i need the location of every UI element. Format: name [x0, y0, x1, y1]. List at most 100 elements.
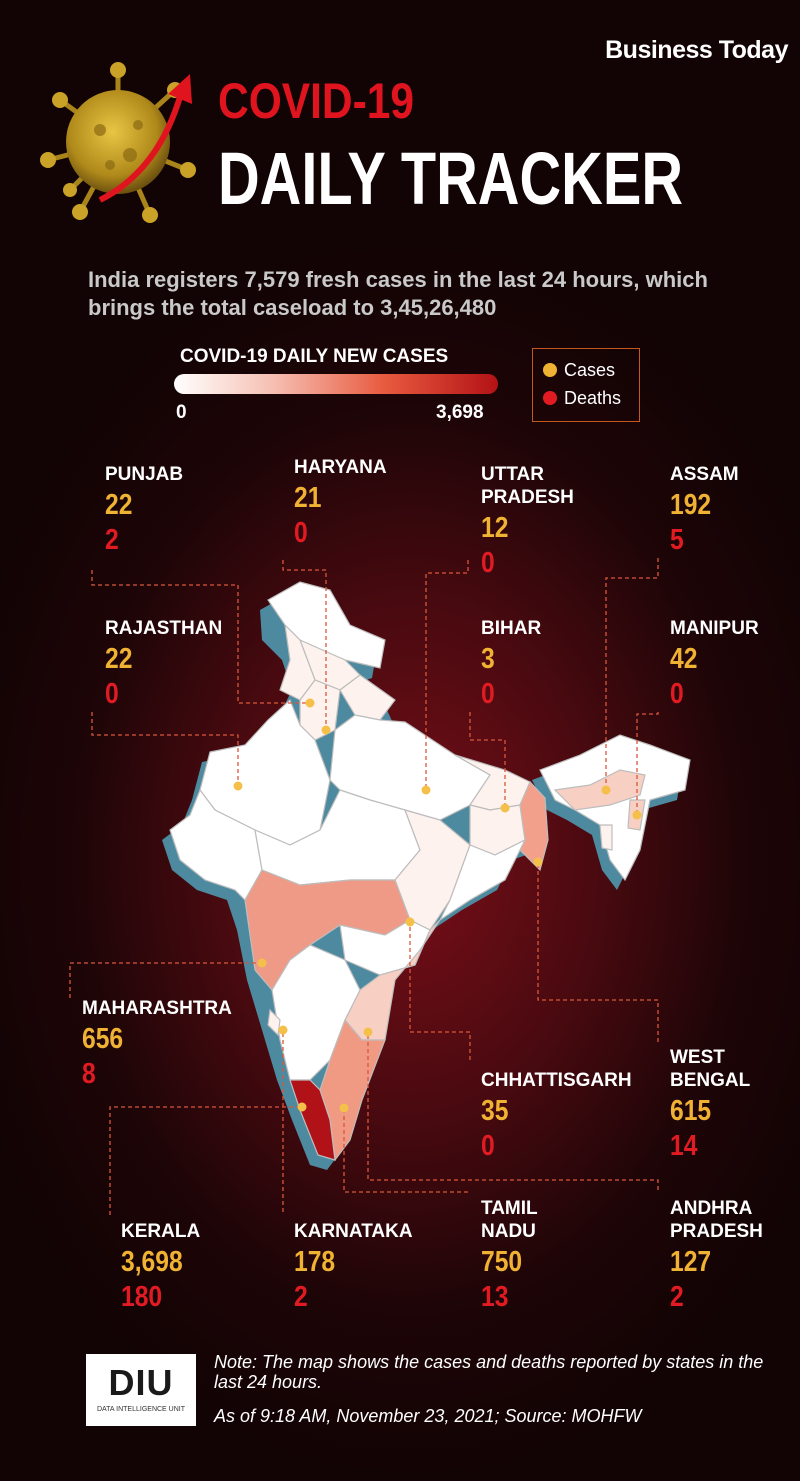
state-rajasthan-label: RAJASTHAN 22 0 [105, 617, 222, 711]
leader-andhra [367, 1032, 659, 1190]
state-name: KERALA [121, 1221, 201, 1242]
leader-manipur [636, 712, 659, 815]
state-cases: 42 [670, 643, 698, 675]
state-name: HARYANA [294, 457, 387, 478]
state-name: TAMIL NADU [481, 1198, 538, 1242]
cases-dot-icon [543, 363, 557, 377]
state-chhattisgarh-label: CHHATTISGARH 35 0 [481, 1069, 632, 1163]
state-name: MAHARASHTRA [82, 998, 232, 1019]
marker-maharashtra [257, 958, 267, 968]
footnote: Note: The map shows the cases and deaths… [214, 1352, 764, 1392]
marker-bihar [500, 803, 510, 813]
leader-chhattisgarh [409, 922, 471, 1060]
state-deaths: 0 [481, 678, 495, 710]
state-name: RAJASTHAN [105, 618, 223, 639]
marker-punjab [305, 698, 315, 708]
state-assam-label: ASSAM 192 5 [670, 463, 739, 557]
state-andhra-label: ANDHRA PRADESH 127 2 [670, 1197, 780, 1314]
state-uttarakhand [339, 674, 396, 721]
state-tripura [599, 824, 613, 851]
state-name: BIHAR [481, 618, 542, 639]
state-cases: 12 [481, 512, 509, 544]
state-deaths: 14 [670, 1130, 698, 1162]
scale-min-label: 0 [176, 402, 187, 423]
state-deaths: 0 [294, 517, 308, 549]
state-kerala [289, 1079, 336, 1161]
state-cases: 3,698 [121, 1246, 183, 1278]
state-cases: 178 [294, 1246, 336, 1278]
state-name: ASSAM [670, 464, 739, 485]
state-west-bengal-label: WEST BENGAL 615 14 [670, 1046, 770, 1163]
state-kerala-label: KERALA 3,698 180 [121, 1220, 200, 1314]
marker-kerala [297, 1102, 307, 1112]
leader-kerala [109, 1106, 302, 1215]
diu-logo: DIU DATA INTELLIGENCE UNIT [86, 1354, 196, 1426]
state-name: CHHATTISGARH [481, 1070, 632, 1091]
state-name: KARNATAKA [294, 1221, 413, 1242]
marker-karnataka [278, 1025, 288, 1035]
state-maharashtra-label: MAHARASHTRA 656 8 [82, 997, 232, 1091]
state-cases: 22 [105, 489, 133, 521]
title-covid: COVID-19 [218, 73, 415, 129]
marker-manipur [632, 810, 642, 820]
state-cases: 3 [481, 643, 495, 675]
source-line: As of 9:18 AM, November 23, 2021; Source… [214, 1406, 642, 1426]
state-name: UTTAR PRADESH [481, 464, 574, 508]
headline: India registers 7,579 fresh cases in the… [88, 267, 708, 320]
leader-assam [605, 558, 659, 790]
diu-logo-subtext: DATA INTELLIGENCE UNIT [96, 1406, 186, 1413]
state-assam [553, 769, 646, 811]
state-name: MANIPUR [670, 618, 759, 639]
scale-max-label: 3,698 [436, 402, 484, 423]
leader-west-bengal [537, 862, 659, 1042]
state-tamil-nadu-label: TAMIL NADU 750 13 [481, 1197, 561, 1314]
state-cases: 656 [82, 1023, 124, 1055]
state-cases: 21 [294, 482, 322, 514]
state-cases: 750 [481, 1246, 523, 1278]
state-deaths: 0 [481, 1130, 495, 1162]
marker-rajasthan [233, 781, 243, 791]
marker-tamil-nadu [339, 1103, 349, 1113]
marker-assam [601, 785, 611, 795]
marker-chhattisgarh [405, 917, 415, 927]
legend: Cases Deaths [532, 348, 640, 422]
state-cases: 22 [105, 643, 133, 675]
leader-bihar [469, 712, 506, 808]
legend-deaths: Deaths [543, 388, 621, 409]
state-deaths: 5 [670, 524, 684, 556]
state-cases: 192 [670, 489, 712, 521]
state-cases: 35 [481, 1095, 509, 1127]
marker-west-bengal [533, 857, 543, 867]
state-odisha [438, 838, 527, 922]
state-deaths: 2 [294, 1281, 308, 1313]
state-deaths: 2 [105, 524, 119, 556]
state-deaths: 180 [121, 1281, 163, 1313]
legend-cases: Cases [543, 360, 615, 381]
marker-andhra [363, 1027, 373, 1037]
leader-haryana [282, 560, 327, 730]
map-markers [233, 698, 642, 1113]
state-deaths: 13 [481, 1281, 509, 1313]
leader-maharashtra [69, 962, 262, 998]
state-deaths: 2 [670, 1281, 684, 1313]
legend-deaths-label: Deaths [564, 388, 622, 408]
legend-cases-label: Cases [564, 360, 616, 380]
state-name: ANDHRA PRADESH [670, 1198, 763, 1242]
state-name: PUNJAB [105, 464, 184, 485]
title-daily-tracker: DAILY TRACKER [218, 137, 684, 220]
state-deaths: 0 [670, 678, 684, 710]
state-name: WEST BENGAL [670, 1047, 751, 1091]
state-karnataka-label: KARNATAKA 178 2 [294, 1220, 413, 1314]
state-haryana-label: HARYANA 21 0 [294, 456, 387, 550]
virus-icon [40, 62, 196, 223]
diu-logo-text: DIU [108, 1362, 174, 1403]
marker-up [421, 785, 431, 795]
leader-up [425, 560, 469, 790]
leader-punjab [91, 570, 310, 704]
deaths-dot-icon [543, 391, 557, 405]
state-up-label: UTTAR PRADESH 12 0 [481, 463, 591, 580]
state-goa [267, 1008, 281, 1037]
state-deaths: 8 [82, 1058, 96, 1090]
state-manipur-label: MANIPUR 42 0 [670, 617, 759, 711]
